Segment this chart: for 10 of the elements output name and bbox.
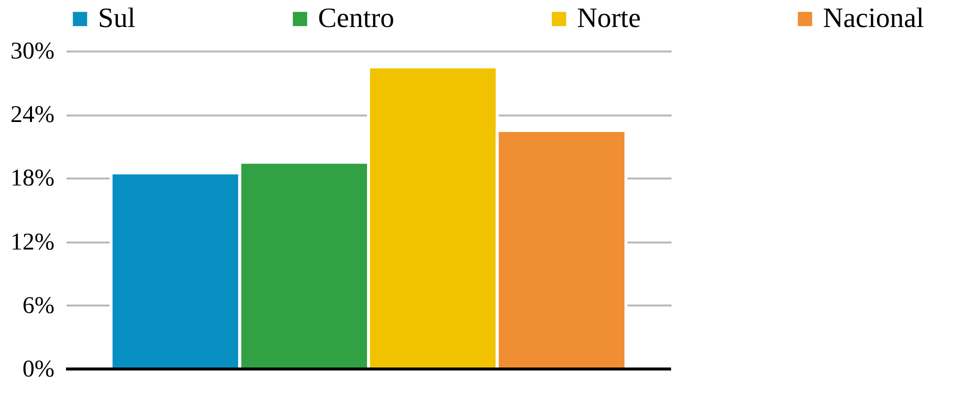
y-tick-label: 18%	[10, 166, 54, 192]
y-tick-label: 12%	[10, 229, 54, 256]
y-tick-label: 30%	[10, 38, 54, 64]
legend-label: Centro	[318, 3, 394, 34]
legend-label: Norte	[577, 3, 641, 34]
y-tick-label: 24%	[10, 102, 54, 128]
y-tick-label: 0%	[22, 356, 54, 382]
y-tick-label: 6%	[22, 292, 54, 319]
legend-label: Nacional	[823, 3, 924, 34]
legend-label: Sul	[98, 3, 136, 34]
